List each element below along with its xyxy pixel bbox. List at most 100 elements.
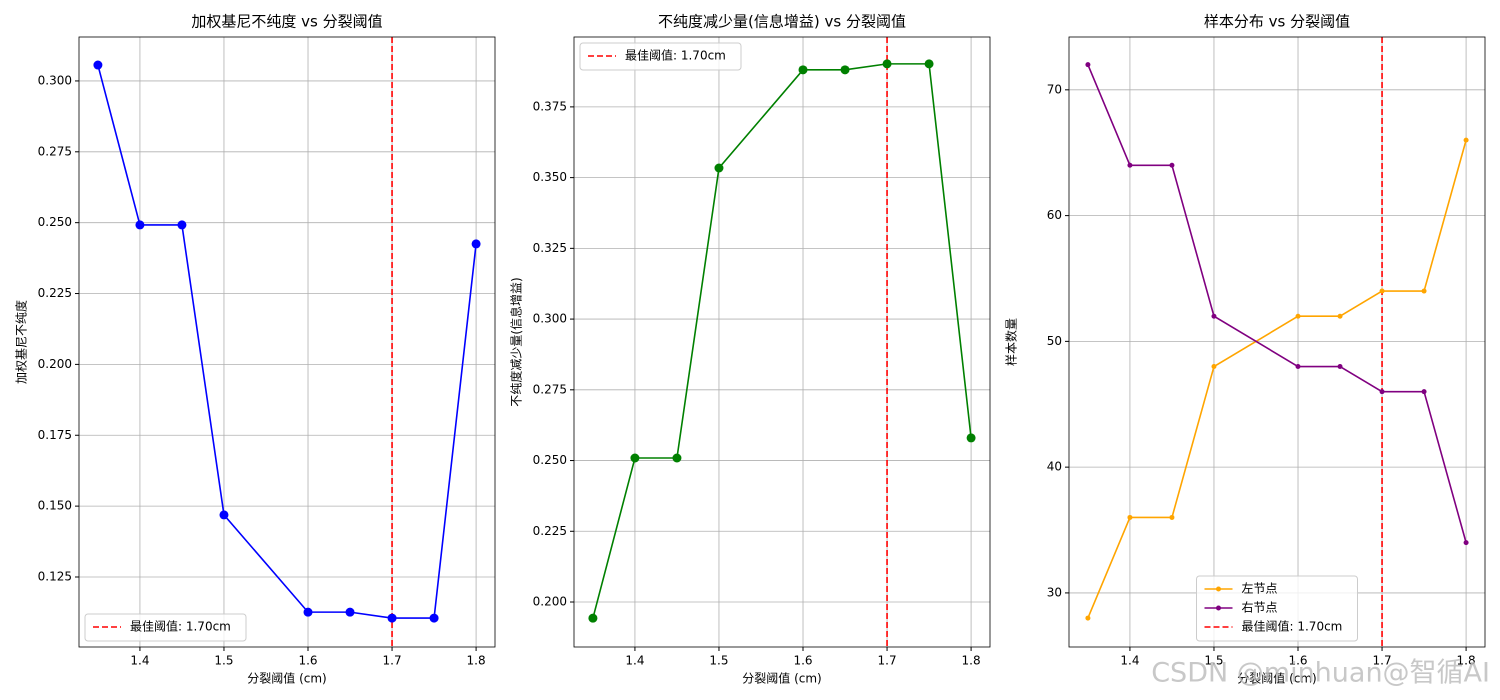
- data-point: [1421, 389, 1427, 395]
- x-axis-label: 分裂阈值 (cm): [742, 671, 821, 686]
- x-axis-label: 分裂阈值 (cm): [247, 671, 326, 686]
- y-tick-label: 0.300: [533, 312, 567, 326]
- chart-title: 不纯度减少量(信息增益) vs 分裂阈值: [658, 13, 906, 31]
- data-point: [387, 613, 397, 623]
- x-tick-label: 1.5: [1204, 654, 1223, 668]
- x-tick-label: 1.7: [878, 654, 897, 668]
- y-axis-label: 加权基尼不纯度: [14, 300, 29, 384]
- y-tick-label: 0.200: [38, 357, 72, 371]
- x-tick-label: 1.6: [1288, 654, 1307, 668]
- legend-label: 右节点: [1242, 600, 1278, 615]
- data-point: [924, 59, 934, 69]
- data-point: [1463, 137, 1469, 143]
- data-point: [840, 65, 850, 75]
- y-tick-label: 0.125: [38, 569, 72, 583]
- data-point: [1295, 364, 1301, 370]
- y-tick-label: 0.325: [533, 241, 567, 255]
- x-tick-label: 1.8: [1457, 654, 1476, 668]
- plot: 1.4 1.5 1.6 1.7 1.8 30 40 50 60 70 样本分布 vs 分裂阈值分裂阈…: [1004, 13, 1486, 686]
- legend-label: 最佳阈值: 1.70cm: [625, 48, 726, 63]
- plot: 1.4 1.5 1.6 1.7 1.8 0.125 0.150 0.175 0.200 0.225…: [14, 13, 496, 686]
- data-point: [1421, 288, 1427, 294]
- x-tick-label: 1.5: [709, 654, 728, 668]
- x-tick-label: 1.7: [383, 654, 402, 668]
- y-tick-label: 40: [1047, 460, 1062, 474]
- y-tick-label: 0.350: [533, 170, 567, 184]
- data-point: [471, 239, 481, 249]
- data-point: [1337, 364, 1343, 370]
- y-tick-label: 0.250: [533, 453, 567, 467]
- legend-label: 最佳阈值: 1.70cm: [1242, 619, 1343, 634]
- data-point: [1085, 615, 1091, 621]
- data-point: [714, 163, 724, 173]
- y-axis-label: 样本数量: [1004, 318, 1019, 366]
- chart-title: 加权基尼不纯度 vs 分裂阈值: [191, 13, 382, 31]
- y-tick-label: 30: [1047, 585, 1062, 599]
- y-tick-label: 0.225: [533, 524, 567, 538]
- data-point: [1379, 288, 1385, 294]
- y-tick-label: 50: [1047, 334, 1062, 348]
- data-point: [1127, 162, 1133, 168]
- chart-title: 样本分布 vs 分裂阈值: [1204, 13, 1350, 31]
- data-point: [345, 607, 355, 617]
- y-tick-label: 60: [1047, 208, 1062, 222]
- y-tick-label: 0.225: [38, 286, 72, 300]
- data-point: [630, 453, 640, 463]
- y-tick-label: 0.300: [38, 73, 72, 87]
- y-tick-label: 0.150: [38, 499, 72, 513]
- data-point: [672, 453, 682, 463]
- x-tick-label: 1.4: [1120, 654, 1139, 668]
- axes-frame: [1068, 36, 1486, 648]
- data-point: [1211, 364, 1217, 370]
- data-point: [1463, 540, 1469, 546]
- data-point: [135, 220, 145, 230]
- x-tick-label: 1.8: [467, 654, 486, 668]
- y-tick-label: 0.200: [533, 595, 567, 609]
- axes-frame: [573, 36, 991, 648]
- data-point: [588, 613, 598, 623]
- data-point: [93, 60, 103, 70]
- x-tick-label: 1.4: [130, 654, 149, 668]
- data-point: [1169, 514, 1175, 520]
- data-point: [1379, 389, 1385, 395]
- legend-marker: [1216, 605, 1221, 611]
- data-point: [429, 613, 439, 623]
- x-tick-label: 1.6: [298, 654, 317, 668]
- y-tick-label: 70: [1047, 82, 1062, 96]
- y-tick-label: 0.250: [38, 215, 72, 229]
- x-tick-label: 1.8: [962, 654, 981, 668]
- data-point: [1211, 313, 1217, 319]
- plot: 1.4 1.5 1.6 1.7 1.8 0.200 0.225 0.250 0.275 0.300…: [509, 13, 991, 686]
- data-point: [1169, 162, 1175, 168]
- legend-box: [1196, 575, 1358, 642]
- watermark: CSDN @minhuan@智循AI: [1151, 658, 1490, 689]
- legend-label: 左节点: [1242, 581, 1278, 596]
- data-point: [798, 65, 808, 75]
- data-point: [882, 59, 892, 69]
- data-point: [303, 607, 313, 617]
- x-tick-label: 1.4: [625, 654, 644, 668]
- legend-box: [84, 613, 247, 642]
- data-point: [1085, 62, 1091, 68]
- plots: 1.4 1.5 1.6 1.7 1.8 0.125 0.150 0.175 0.200 0.225…: [14, 13, 1486, 686]
- x-axis-label: 分裂阈值 (cm): [1237, 671, 1316, 686]
- legend-box: [579, 42, 742, 71]
- legend-marker: [1216, 586, 1221, 592]
- data-point: [966, 433, 976, 443]
- axes-frame: [78, 36, 496, 648]
- y-axis-label: 不纯度减少量(信息增益): [509, 277, 524, 406]
- y-tick-label: 0.275: [533, 382, 567, 396]
- x-tick-label: 1.5: [214, 654, 233, 668]
- x-tick-label: 1.7: [1373, 654, 1392, 668]
- legend-label: 最佳阈值: 1.70cm: [130, 619, 231, 634]
- y-tick-label: 0.175: [38, 428, 72, 442]
- data-point: [1295, 313, 1301, 319]
- x-tick-label: 1.6: [793, 654, 812, 668]
- y-tick-label: 0.375: [533, 99, 567, 113]
- data-point: [219, 510, 229, 520]
- data-point: [1127, 514, 1133, 520]
- data-point: [177, 220, 187, 230]
- y-tick-label: 0.275: [38, 144, 72, 158]
- data-point: [1337, 313, 1343, 319]
